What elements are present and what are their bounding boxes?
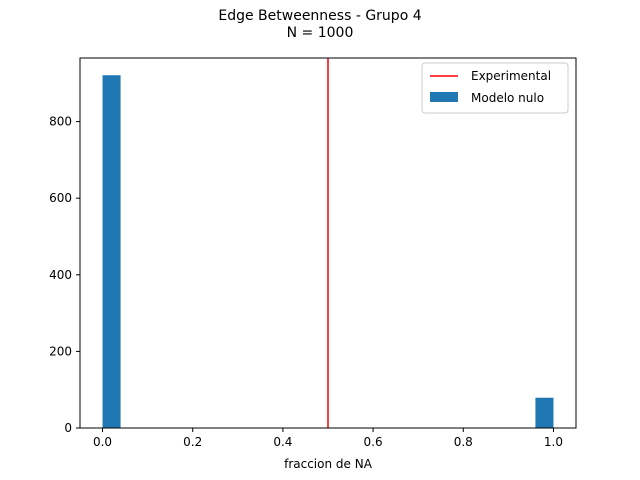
x-tick-label: 0.2 bbox=[183, 435, 202, 449]
chart-subtitle: N = 1000 bbox=[286, 25, 354, 41]
chart-title: Edge Betweenness - Grupo 4 bbox=[218, 8, 422, 24]
x-tick-label: 1.0 bbox=[544, 435, 563, 449]
y-tick-label: 400 bbox=[49, 268, 72, 282]
legend-label-experimental: Experimental bbox=[471, 69, 551, 83]
axes-frame bbox=[79, 57, 577, 429]
legend-box bbox=[421, 62, 569, 114]
x-tick-label: 0.6 bbox=[364, 435, 383, 449]
x-axis-label: fraccion de NA bbox=[284, 457, 373, 471]
legend-label-modelo-nulo: Modelo nulo bbox=[471, 91, 544, 105]
x-tick-label: 0.0 bbox=[93, 435, 112, 449]
histogram-bar bbox=[102, 75, 121, 428]
y-tick-label: 600 bbox=[49, 191, 72, 205]
x-tick-label: 0.8 bbox=[454, 435, 473, 449]
y-tick-label: 0 bbox=[64, 421, 72, 435]
x-tick-label: 0.4 bbox=[273, 435, 292, 449]
histogram-bar bbox=[535, 397, 554, 428]
y-tick-label: 800 bbox=[49, 115, 72, 129]
y-tick-label: 200 bbox=[49, 344, 72, 358]
legend-swatch-modelo-nulo bbox=[430, 92, 458, 102]
